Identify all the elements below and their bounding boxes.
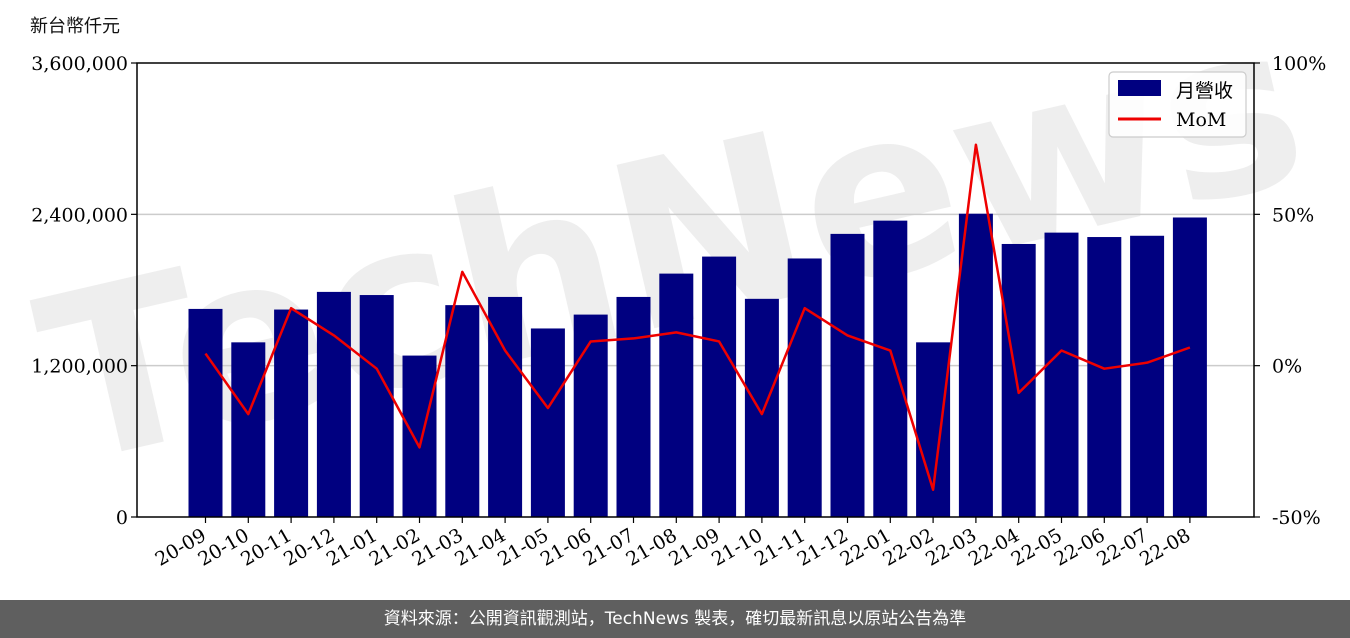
right-tick-label: -50%	[1272, 507, 1321, 529]
bar-series	[188, 213, 1207, 518]
bar-22-07	[1130, 235, 1165, 517]
footer-note: 資料來源：公開資訊觀測站，TechNews 製表，確切最新訊息以原站公告為準	[0, 600, 1350, 638]
bar-21-06	[573, 314, 608, 517]
bar-20-09	[188, 308, 223, 517]
bar-21-11	[787, 258, 822, 517]
bar-21-01	[359, 295, 394, 517]
bar-22-03	[958, 213, 993, 518]
bar-21-12	[830, 233, 865, 517]
y-axis-unit-label: 新台幣仟元	[30, 16, 120, 37]
legend-line-label: MoM	[1176, 109, 1226, 131]
line-series	[204, 143, 1191, 492]
left-tick-label: 2,400,000	[31, 204, 128, 226]
right-tick-label: 50%	[1272, 204, 1314, 226]
bar-21-07	[616, 296, 651, 517]
right-tick-label: 100%	[1272, 53, 1326, 75]
bar-21-04	[488, 296, 523, 517]
bar-21-05	[530, 328, 565, 517]
bar-22-06	[1087, 237, 1122, 518]
legend-bar-label: 月營收	[1176, 80, 1233, 102]
bar-20-11	[274, 309, 309, 517]
revenue-chart: TechNews 01,200,0002,400,0003,600,000-50…	[19, 0, 1327, 571]
bar-21-08	[659, 273, 694, 517]
legend: 月營收 MoM	[1108, 71, 1247, 138]
left-tick-label: 0	[116, 507, 128, 529]
x-tick-label-22-08: 22-08	[1136, 524, 1194, 570]
bar-21-10	[744, 298, 779, 517]
left-tick-label: 1,200,000	[31, 356, 128, 378]
bar-22-01	[873, 220, 908, 517]
right-tick-label: 0%	[1272, 356, 1302, 378]
bar-22-05	[1044, 232, 1079, 517]
bar-20-12	[316, 291, 351, 517]
bar-21-09	[702, 256, 737, 517]
bar-21-03	[445, 305, 480, 517]
legend-bar-swatch	[1118, 80, 1161, 96]
plot-frame	[136, 62, 1255, 518]
bar-20-10	[231, 342, 266, 517]
mom-line	[204, 143, 1191, 492]
bar-22-08	[1172, 217, 1207, 517]
left-tick-label: 3,600,000	[31, 53, 128, 75]
bar-21-02	[402, 355, 437, 517]
